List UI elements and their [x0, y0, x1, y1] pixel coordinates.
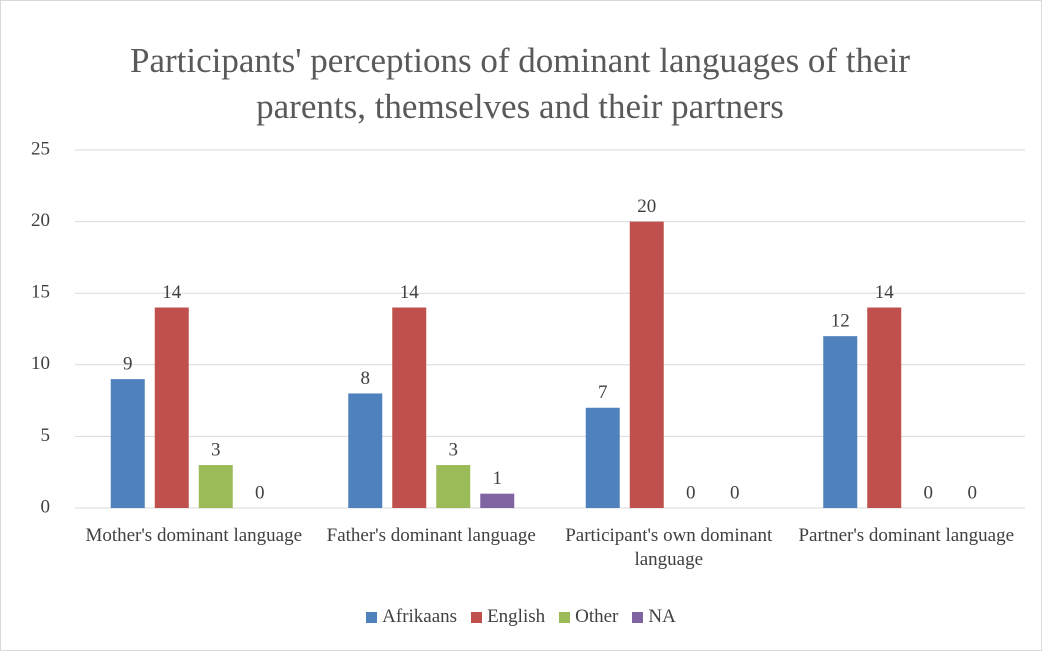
y-tick-label: 25 [31, 138, 50, 159]
legend-item: English [471, 606, 545, 628]
value-label: 20 [637, 196, 656, 217]
value-label: 9 [123, 353, 133, 374]
value-label: 0 [968, 482, 978, 503]
legend-swatch [559, 611, 571, 623]
bar [629, 221, 664, 508]
value-label: 0 [255, 482, 265, 503]
legend-swatch [471, 611, 483, 623]
y-tick-label: 0 [41, 496, 51, 517]
value-label: 0 [730, 482, 740, 503]
legend-label: Other [575, 606, 619, 627]
bar [348, 393, 383, 508]
y-tick-label: 20 [31, 210, 50, 231]
value-label: 12 [831, 311, 850, 332]
bar [867, 307, 902, 508]
x-tick-label: Participant's own dominant language [565, 525, 773, 570]
legend-swatch [366, 611, 378, 623]
value-label: 3 [449, 439, 459, 460]
legend-label: English [487, 606, 546, 627]
value-label: 8 [361, 368, 371, 389]
value-label: 14 [162, 282, 182, 303]
value-label: 3 [211, 439, 221, 460]
value-label: 14 [875, 282, 895, 303]
legend-label: NA [648, 606, 676, 627]
bar [110, 379, 145, 508]
value-label: 7 [598, 382, 608, 403]
bar [154, 307, 189, 508]
legend-label: Afrikaans [382, 606, 458, 627]
bar [480, 493, 515, 508]
bar [392, 307, 427, 508]
legend-item: Other [559, 606, 618, 628]
legend-item: Afrikaans [366, 606, 457, 628]
x-tick-label: Father's dominant language [326, 525, 536, 546]
value-label: 0 [686, 482, 696, 503]
legend: Afrikaans English Other NA [0, 606, 1042, 628]
value-label: 1 [493, 468, 503, 489]
y-tick-label: 5 [41, 425, 51, 446]
bar [823, 336, 858, 508]
y-tick-label: 15 [31, 282, 50, 303]
y-tick-label: 10 [31, 353, 50, 374]
bar [198, 465, 233, 508]
legend-item: NA [632, 606, 676, 628]
x-tick-label: Mother's dominant language [85, 525, 303, 546]
bar [585, 407, 620, 508]
x-tick-label: Partner's dominant language [798, 525, 1015, 546]
chart-title: Participants' perceptions of dominant la… [130, 41, 910, 126]
bar [436, 465, 471, 508]
value-label: 0 [924, 482, 934, 503]
legend-swatch [632, 611, 644, 623]
value-label: 14 [400, 282, 420, 303]
